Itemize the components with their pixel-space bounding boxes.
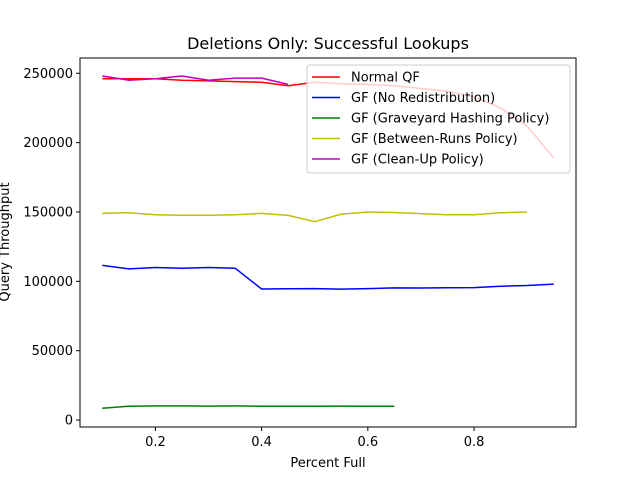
legend-label-1: Normal QF [351, 71, 420, 86]
plot-area-frame [79, 57, 577, 428]
legend: Normal QF GF (No Redistribution) GF (Grave… [306, 64, 571, 174]
legend-label-2: GF (No Redistribution) [351, 91, 495, 106]
x-tick-label: 0.8 [464, 435, 485, 450]
legend-frame [306, 64, 571, 174]
y-tick-label: 200000 [23, 136, 73, 151]
y-tick-label: 250000 [23, 67, 73, 82]
x-tick-label: 0.6 [357, 435, 378, 450]
legend-label-3: GF (Graveyard Hashing Policy) [351, 112, 549, 127]
y-tick-label: 100000 [23, 275, 73, 290]
x-axis-ticks: 0.2 0.4 0.6 0.8 [145, 427, 484, 450]
series-line-3 [102, 405, 395, 410]
series-line-5 [102, 75, 289, 86]
y-axis-ticks: 0 50000 100000 150000 200000 250000 [23, 67, 80, 429]
legend-label-4: GF (Between-Runs Policy) [351, 132, 518, 147]
chart-title: Deletions Only: Successful Lookups [187, 34, 469, 53]
x-axis-label: Percent Full [290, 456, 365, 471]
y-tick-label: 150000 [23, 205, 73, 220]
x-tick-label: 0.2 [145, 435, 166, 450]
series-line-4 [102, 211, 528, 223]
series-line-2 [102, 264, 554, 290]
y-tick-label: 0 [65, 414, 73, 429]
legend-label-5: GF (Clean-Up Policy) [351, 153, 484, 168]
y-tick-label: 50000 [32, 344, 73, 359]
x-tick-label: 0.4 [251, 435, 272, 450]
y-axis-label: Query Throughput [0, 182, 13, 301]
